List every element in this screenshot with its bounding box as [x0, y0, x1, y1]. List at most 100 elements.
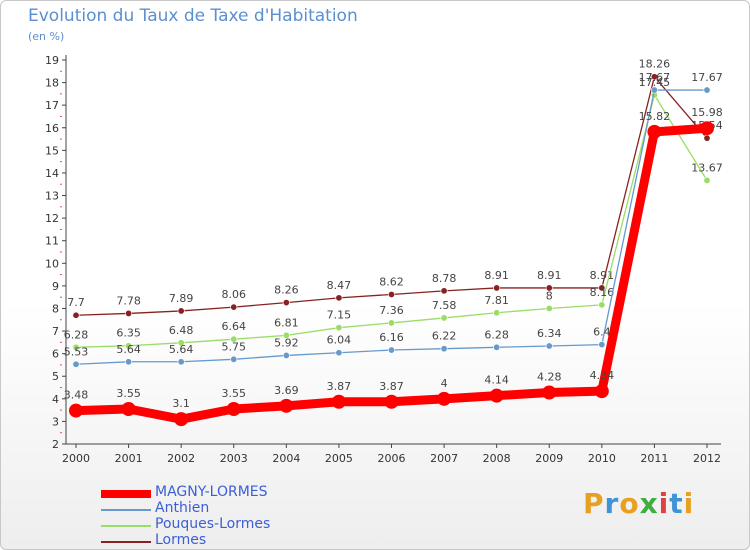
data-point [177, 307, 185, 315]
data-point [437, 391, 452, 406]
data-label: 17.67 [691, 71, 723, 84]
logo-letter: i [683, 487, 695, 520]
data-label: 4 [441, 377, 448, 390]
data-label: 3.48 [64, 389, 89, 402]
y-tick-label: 11 [45, 235, 59, 248]
data-point [542, 385, 557, 400]
logo-letter: x [639, 487, 659, 520]
data-label: 3.55 [116, 387, 141, 400]
x-tick-label: 2001 [115, 452, 143, 465]
data-point [387, 290, 395, 298]
data-point [335, 324, 343, 332]
data-point [125, 342, 133, 350]
data-label: 5.53 [64, 345, 89, 358]
series-pouques-lormes: 6.28 6.35 6.48 6.64 6.81 7.15 7.36 7.58 7.81 8 8.1… [64, 76, 723, 351]
data-label: 6.34 [537, 327, 562, 340]
data-label: 6.35 [116, 327, 141, 340]
data-label: 8.78 [432, 272, 457, 285]
x-tick-label: 2011 [640, 452, 668, 465]
data-point [545, 284, 553, 292]
data-label: 7.89 [169, 292, 194, 305]
data-point [174, 412, 189, 427]
data-label: 6.04 [327, 334, 352, 347]
data-label: 8.26 [274, 284, 299, 297]
data-point [493, 343, 501, 351]
data-point [282, 351, 290, 359]
data-point [489, 388, 504, 403]
data-point [440, 314, 448, 322]
data-label: 3.69 [274, 384, 299, 397]
data-label: 17.67 [639, 71, 671, 84]
legend-label: MAGNY-LORMES [155, 484, 268, 500]
data-label: 6.48 [169, 324, 194, 337]
x-tick-label: 2009 [535, 452, 563, 465]
data-label: 8.16 [590, 286, 615, 299]
legend-label: Lormes [155, 532, 207, 548]
data-point [282, 299, 290, 307]
data-label: 7.36 [379, 304, 404, 317]
y-tick-label: 3 [52, 415, 59, 428]
data-label: 17.45 [639, 76, 671, 89]
chart-title: Evolution du Taux de Taxe d'Habitation [28, 6, 358, 26]
data-point [598, 301, 606, 309]
x-tick-label: 2007 [430, 452, 458, 465]
data-label: 4.34 [590, 369, 615, 382]
x-tick-label: 2006 [378, 452, 406, 465]
data-point [493, 284, 501, 292]
data-label: 8.62 [379, 275, 404, 288]
logo-letter: o [619, 487, 640, 520]
y-tick-label: 18 [45, 77, 59, 90]
data-point [545, 304, 553, 312]
data-label: 5.75 [222, 340, 247, 353]
data-label: 6.28 [484, 328, 509, 341]
data-label: 7.7 [67, 296, 85, 309]
data-label: 7.78 [116, 294, 141, 307]
y-tick-label: 17 [45, 99, 59, 112]
y-tick-label: 4 [52, 393, 59, 406]
data-point [440, 287, 448, 295]
data-label: 13.67 [691, 161, 723, 174]
y-tick-label: 10 [45, 257, 59, 270]
y-tick-label: 5 [52, 370, 59, 383]
data-label: 8.06 [222, 288, 247, 301]
y-tick-label: 6 [52, 348, 59, 361]
y-tick-label: 9 [52, 280, 59, 293]
data-label: 8.47 [327, 279, 352, 292]
data-label: 15.98 [691, 106, 723, 119]
y-tick-label: 12 [45, 212, 59, 225]
proxiti-logo: Proxiti [583, 487, 694, 520]
data-point [230, 355, 238, 363]
data-point [387, 346, 395, 354]
data-point [335, 349, 343, 357]
data-point [177, 358, 185, 366]
data-point [440, 345, 448, 353]
data-point [493, 309, 501, 317]
data-point [647, 124, 662, 139]
data-label: 3.1 [172, 397, 190, 410]
data-label: 5.92 [274, 336, 299, 349]
y-tick-label: 19 [45, 54, 59, 67]
x-tick-label: 2010 [588, 452, 616, 465]
x-tick-label: 2003 [220, 452, 248, 465]
data-point [230, 335, 238, 343]
data-label: 6.28 [64, 328, 89, 341]
data-label: 7.15 [327, 309, 352, 322]
data-point [72, 360, 80, 368]
data-point [387, 319, 395, 327]
data-point [650, 86, 658, 94]
logo-letter: P [583, 487, 605, 520]
data-point [598, 341, 606, 349]
data-point [121, 401, 136, 416]
x-tick-label: 2002 [167, 452, 195, 465]
data-point [177, 339, 185, 347]
data-point [230, 303, 238, 311]
data-label: 7.58 [432, 299, 457, 312]
data-point [125, 358, 133, 366]
y-tick-label: 2 [52, 438, 59, 451]
series-lormes: 7.7 7.78 7.89 8.06 8.26 8.47 8.62 8.78 8.91 8.91 8… [67, 58, 723, 319]
legend-swatch [101, 490, 151, 498]
data-point [384, 394, 399, 409]
data-point [125, 309, 133, 317]
